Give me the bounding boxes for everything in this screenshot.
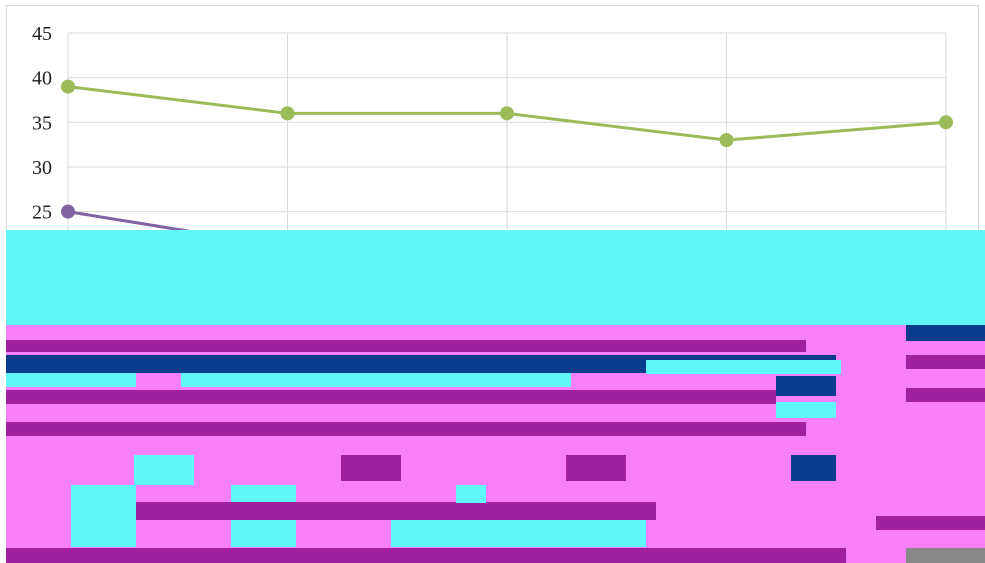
glitch-block [6,373,136,387]
glitch-block [6,340,806,352]
data-point [61,79,75,94]
glitch-block [136,502,656,520]
data-point [500,106,514,121]
glitch-block [876,516,985,530]
glitch-block [6,390,776,404]
glitch-block [6,355,836,373]
glitch-block [906,548,985,563]
glitch-block [776,402,836,418]
data-point [280,106,295,121]
glitch-block [906,388,985,402]
data-point [939,115,953,130]
corrupted-render-region [6,230,985,563]
glitch-block [906,325,985,341]
y-tick-label: 30 [32,157,52,179]
data-point [719,133,734,148]
glitch-block [6,422,806,436]
glitch-block [391,520,646,547]
y-tick-label: 25 [32,202,52,224]
y-tick-label: 40 [32,68,52,90]
data-point [61,204,75,219]
glitch-block [71,485,136,547]
y-tick-label: 35 [32,112,52,134]
glitch-block [181,373,571,387]
glitch-block [791,455,836,481]
glitch-block [486,230,985,260]
glitch-block [906,355,985,369]
glitch-block [456,485,486,503]
glitch-block [566,455,626,481]
glitch-block [6,548,846,563]
glitch-block [776,376,836,396]
glitch-block [341,455,401,481]
glitch-block [134,455,194,485]
glitch-block [646,360,841,374]
y-tick-label: 45 [32,23,52,45]
